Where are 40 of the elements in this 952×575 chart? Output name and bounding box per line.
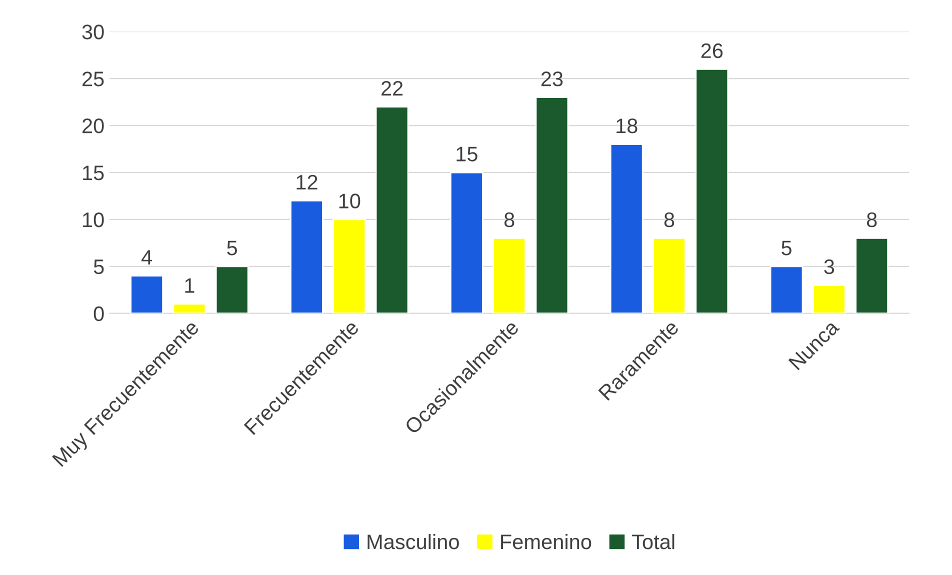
bar [492,238,526,314]
bar [812,284,846,314]
y-tick-label: 0 [94,306,104,322]
data-label: 1 [185,278,194,293]
data-label: 5 [782,240,792,256]
bar [215,266,249,314]
data-label: 3 [824,259,834,274]
bar [375,106,409,314]
data-label: 26 [701,43,723,58]
bar [855,238,889,314]
data-label: 15 [456,146,478,162]
bar [695,68,729,314]
y-tick-label: 15 [83,166,104,180]
legend-label: Total [632,534,674,550]
y-tick-label: 25 [82,72,104,86]
bar [652,238,686,314]
data-label: 18 [616,118,638,134]
y-tick-label: 20 [82,118,104,134]
bar [332,218,366,314]
data-label: 5 [227,240,238,256]
data-label: 23 [541,72,563,86]
data-label: 12 [296,174,318,190]
y-tick-label: 5 [94,260,104,274]
data-label: 8 [664,212,674,228]
bar [450,172,484,314]
data-label: 4 [141,250,152,265]
bar [610,144,644,314]
y-tick-label: 30 [82,24,104,40]
bar [172,303,206,314]
y-tick-label: 10 [83,212,104,228]
data-label: 8 [504,212,514,228]
bar [535,96,569,314]
bar [290,200,324,314]
data-label: 10 [339,194,360,208]
legend-label: Masculino [368,534,459,550]
legend-label: Femenino [501,534,592,550]
bar [770,266,804,314]
data-label: 8 [866,212,877,228]
data-label: 22 [381,80,403,96]
bar [130,275,164,314]
